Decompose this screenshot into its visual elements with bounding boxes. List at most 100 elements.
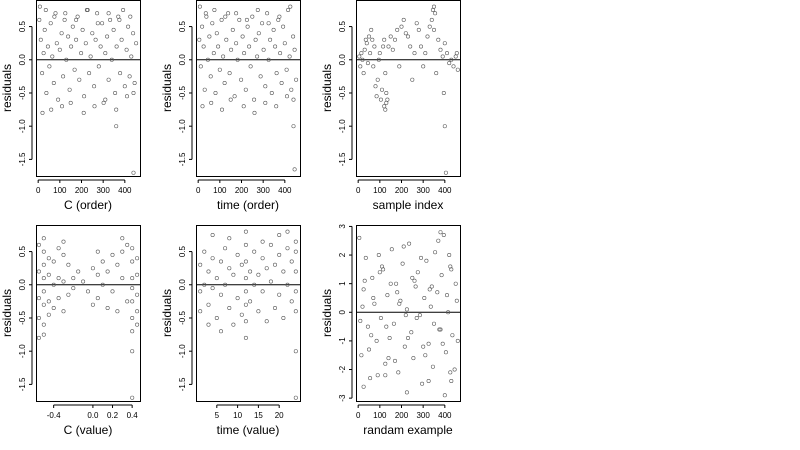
data-point [258,74,263,79]
data-point [362,47,367,52]
data-point [252,97,257,102]
data-point [87,71,92,76]
data-point [293,289,298,294]
data-point [384,324,389,329]
data-point [256,272,261,277]
data-point [227,236,232,241]
data-point [86,289,91,294]
data-point [100,282,105,287]
data-point [293,249,298,254]
data-point [386,356,391,361]
data-point [272,305,277,310]
y-tick-label: -1.5 [18,377,27,391]
data-point [454,51,459,56]
data-point [41,276,46,281]
data-point [46,272,51,277]
data-point [235,252,240,257]
data-point [222,81,227,86]
data-point [440,341,445,346]
plot-frame [36,0,141,177]
data-point [210,256,215,261]
x-tick-label: 300 [256,186,270,195]
data-point [266,21,271,26]
data-point [455,67,460,72]
data-point [281,315,286,320]
data-point [261,47,266,52]
y-axis-title: residuals [320,64,334,112]
data-point [434,71,439,76]
data-point [442,393,447,398]
data-point [366,34,371,39]
data-point [394,281,399,286]
x-tick-label: 400 [118,186,132,195]
data-point [204,14,209,19]
x-axis-title: C (value) [64,423,113,437]
data-point [449,57,454,62]
data-point [431,321,436,326]
data-point [422,295,427,300]
x-tick-label: 0 [196,186,201,195]
y-tick-label: 0.0 [178,54,187,66]
data-point [108,17,113,22]
data-points [198,229,298,400]
data-point [293,349,298,354]
data-point [135,256,140,261]
data-point [448,370,453,375]
data-point [414,21,419,26]
x-tick-label: 200 [235,186,249,195]
data-point [114,124,119,129]
data-point [293,309,298,314]
data-point [206,302,211,307]
data-point [41,236,46,241]
data-point [405,335,410,340]
data-point [205,57,210,62]
data-point [43,8,48,13]
plot-frame [196,225,301,402]
data-point [377,270,382,275]
data-point [277,292,282,297]
data-point [243,259,248,264]
y-tick-label: 0 [338,310,347,315]
data-point [277,233,282,238]
data-point [229,47,234,52]
data-point [130,246,135,251]
data-point [219,259,224,264]
data-point [135,322,140,327]
data-point [387,335,392,340]
x-tick-label: 20 [275,411,284,420]
data-point [364,41,369,46]
data-point [202,87,207,92]
data-point [200,24,205,29]
data-point [359,51,364,56]
data-point [370,275,375,280]
data-point [384,91,389,96]
data-point [46,299,51,304]
data-point [40,71,45,76]
data-point [421,64,426,69]
panel-1: 0 100 200 300 400 0.5 0.0 -0.5 -1.0 -1.5 C (order)… [0,0,141,212]
data-point [288,4,293,9]
data-point [219,292,224,297]
data-point [412,278,417,283]
data-point [250,14,255,19]
data-point [61,252,66,257]
data-point [449,267,454,272]
data-point [223,282,228,287]
x-tick-label: 300 [96,186,110,195]
data-point [287,54,292,59]
data-point [198,262,203,267]
data-point [120,236,125,241]
data-point [442,41,447,46]
data-point [263,84,268,89]
data-point [361,287,366,292]
data-point [36,242,41,247]
y-tick-label: -1.5 [178,377,187,391]
data-point [219,329,224,334]
data-point [239,77,244,82]
data-point [252,110,257,115]
data-point [106,77,111,82]
data-point [101,100,106,105]
data-point [382,104,387,109]
data-point [70,24,75,29]
data-point [378,97,383,102]
